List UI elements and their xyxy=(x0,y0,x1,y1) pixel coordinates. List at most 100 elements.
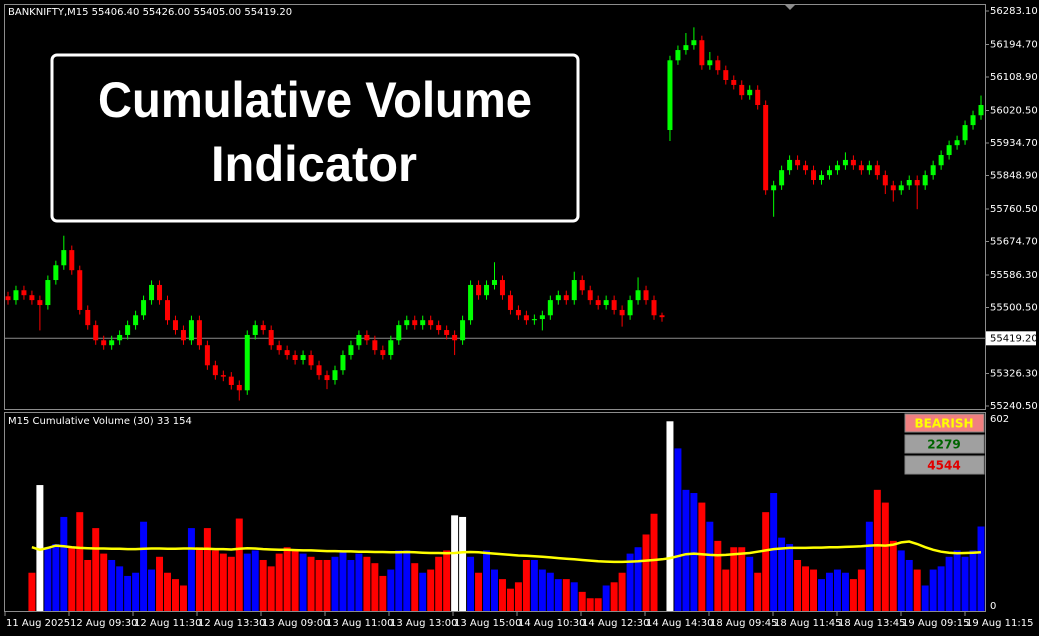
x-tick-label: 14 Aug 10:30 xyxy=(518,618,585,629)
last-price-tag xyxy=(986,331,1036,346)
volume-bar xyxy=(132,572,140,611)
candle-body xyxy=(380,350,386,356)
x-tick-label: 12 Aug 09:30 xyxy=(70,618,137,629)
candle-body xyxy=(675,50,681,61)
volume-bar xyxy=(355,553,363,611)
candle-body xyxy=(125,325,131,335)
y-tick-label: 55240.50 xyxy=(990,401,1038,412)
volume-bar xyxy=(379,575,387,611)
candle-body xyxy=(938,155,944,166)
volume-bar xyxy=(554,579,562,611)
candle-body xyxy=(667,60,673,131)
volume-bar xyxy=(331,556,339,611)
candle-body xyxy=(755,89,761,106)
candle-body xyxy=(141,300,147,316)
y-tick-label: 56194.70 xyxy=(990,40,1038,51)
candle-body xyxy=(348,345,354,356)
candle-body xyxy=(811,170,817,181)
candle-body xyxy=(476,284,482,296)
volume-bar xyxy=(267,566,275,611)
candle-body xyxy=(659,315,665,318)
candle-body xyxy=(643,290,649,301)
volume-bar xyxy=(778,537,786,611)
volume-bar xyxy=(682,489,690,611)
candle-body xyxy=(85,309,91,326)
x-tick-label: 14 Aug 12:30 xyxy=(582,618,649,629)
volume-bar xyxy=(291,550,299,611)
volume-bar xyxy=(92,528,100,611)
candle-body xyxy=(404,320,410,326)
candle-body xyxy=(300,355,306,360)
volume-bar xyxy=(953,550,961,611)
volume-bar xyxy=(339,550,347,611)
volume-bar xyxy=(754,572,762,611)
candle-body xyxy=(180,330,186,341)
candle-body xyxy=(763,105,769,191)
candle-body xyxy=(109,340,115,346)
volume-bar xyxy=(961,556,969,611)
candle-body xyxy=(468,284,474,321)
candle-body xyxy=(61,250,67,266)
candle-body xyxy=(484,284,490,296)
candle-body xyxy=(204,345,210,366)
volume-bar xyxy=(722,569,730,611)
volume-bar xyxy=(889,540,897,611)
volume-bar xyxy=(802,566,810,611)
volume-pane xyxy=(4,412,986,612)
x-tick-label: 18 Aug 11:45 xyxy=(774,618,841,629)
candle-body xyxy=(220,375,226,377)
candle-body xyxy=(731,79,737,85)
volume-bar xyxy=(825,572,833,611)
x-tick-label: 13 Aug 09:00 xyxy=(262,618,329,629)
candle-body xyxy=(244,334,250,391)
candle-body xyxy=(396,325,402,341)
candle-body xyxy=(619,309,625,316)
candle-body xyxy=(515,309,521,316)
candle-body xyxy=(428,320,434,326)
volume-bar xyxy=(251,550,259,611)
volume-bar xyxy=(881,502,889,611)
candle-body xyxy=(962,125,968,141)
volume-bar xyxy=(403,550,411,611)
volume-bar xyxy=(315,559,323,611)
volume-bar xyxy=(841,572,849,611)
y-tick-label: 55760.50 xyxy=(990,204,1038,215)
candle-body xyxy=(715,60,721,71)
candle-body xyxy=(444,330,450,335)
candle-body xyxy=(45,280,51,306)
candle-body xyxy=(492,280,497,285)
candle-body xyxy=(627,300,633,316)
candle-body xyxy=(356,334,362,346)
candle-body xyxy=(133,315,139,326)
candle-body xyxy=(795,159,801,166)
candle-body xyxy=(819,175,824,181)
candle-body xyxy=(228,376,234,385)
volume-bar xyxy=(818,579,825,611)
candle-body xyxy=(922,175,928,186)
candle-body xyxy=(898,185,904,191)
volume-bar xyxy=(467,556,475,611)
candle-body xyxy=(499,280,505,296)
volume-bar xyxy=(833,569,841,611)
volume-bar xyxy=(195,547,203,611)
volume-bar xyxy=(921,585,929,611)
candle-body xyxy=(340,355,346,371)
volume-bar xyxy=(626,553,634,611)
candle-body xyxy=(284,350,290,356)
volume-bar xyxy=(690,493,698,611)
volume-bar xyxy=(140,521,148,611)
candle-body xyxy=(595,300,601,306)
volume-bar xyxy=(770,493,778,611)
candle-body xyxy=(707,60,713,66)
count-text: 2279 xyxy=(927,438,960,452)
y-tick-label: 55848.90 xyxy=(990,171,1038,182)
volume-bar xyxy=(211,550,219,611)
candle-body xyxy=(787,159,793,171)
candle-body xyxy=(866,165,872,171)
volume-bar xyxy=(100,553,108,611)
volume-bar xyxy=(977,526,985,611)
title-line: Cumulative Volume xyxy=(98,72,532,128)
candle-body xyxy=(420,320,426,326)
candle-body xyxy=(172,320,178,331)
